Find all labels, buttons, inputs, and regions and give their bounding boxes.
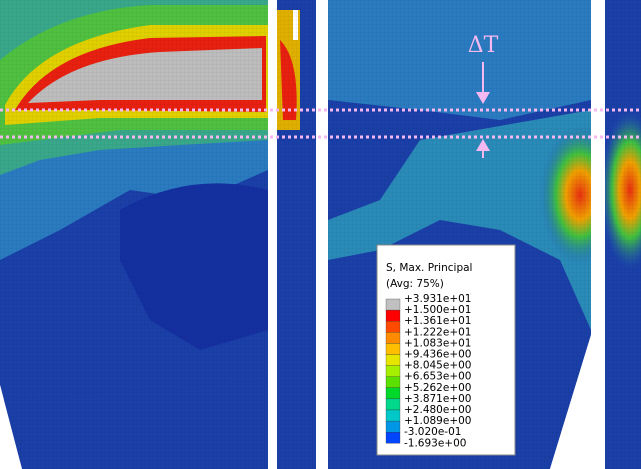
- legend-swatch: [386, 377, 400, 388]
- legend-swatch: [386, 332, 400, 343]
- gap: [591, 0, 605, 469]
- legend-swatch: [386, 355, 400, 366]
- legend-swatch: [386, 399, 400, 410]
- gap: [316, 0, 328, 469]
- legend-swatch: [386, 343, 400, 354]
- legend-subtitle: (Avg: 75%): [386, 278, 444, 290]
- legend-swatch: [386, 366, 400, 377]
- legend-label: -1.693e+00: [404, 437, 466, 449]
- legend-swatch: [386, 388, 400, 399]
- gap: [268, 0, 277, 469]
- legend-swatch: [386, 299, 400, 310]
- legend: S, Max. Principal (Avg: 75%) +3.931e+01+…: [377, 245, 515, 455]
- legend-swatch: [386, 410, 400, 421]
- contour-screenshot: ΔT S, Max. Principal (Avg: 75%) +3.931e+…: [0, 0, 641, 469]
- legend-swatch: [386, 321, 400, 332]
- legend-swatch: [386, 310, 400, 321]
- delta-t-label: ΔT: [468, 33, 499, 58]
- legend-swatch: [386, 432, 400, 443]
- legend-swatch: [386, 421, 400, 432]
- legend-title: S, Max. Principal: [386, 262, 472, 274]
- model: [0, 0, 641, 469]
